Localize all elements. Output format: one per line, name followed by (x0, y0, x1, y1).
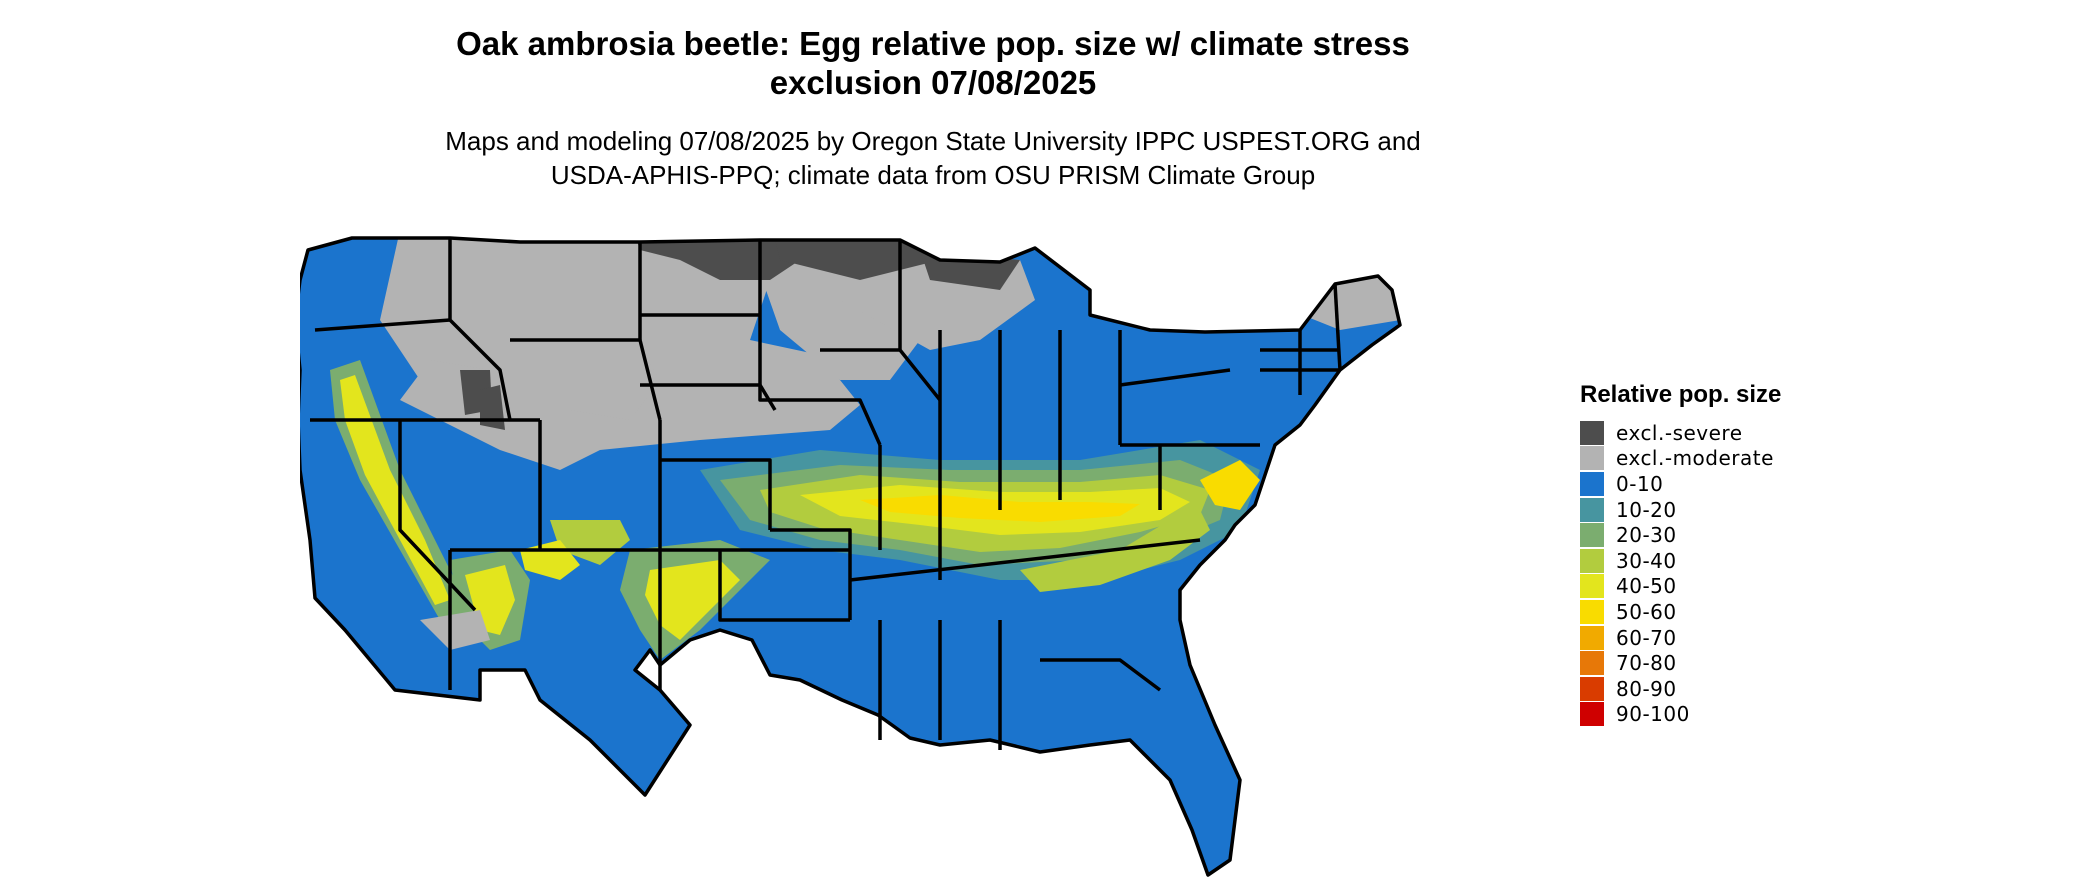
map-subtitle-line-2: USDA-APHIS-PPQ; climate data from OSU PR… (550, 160, 1316, 190)
legend-swatch (1580, 625, 1604, 650)
legend-label: 90-100 (1616, 702, 1690, 727)
state-borders (300, 236, 1402, 877)
legend-label: 20-30 (1616, 523, 1677, 548)
legend-swatch (1580, 574, 1604, 599)
legend-swatch (1580, 702, 1604, 727)
legend-items: excl.-severe excl.-moderate 0-10 10-20 2… (1580, 420, 1880, 727)
legend-label: 30-40 (1616, 548, 1677, 573)
legend-swatch (1580, 446, 1604, 471)
legend-label: 10-20 (1616, 497, 1677, 522)
legend-label: 80-90 (1616, 676, 1677, 701)
legend-label: excl.-severe (1616, 420, 1743, 445)
map-subtitle: Maps and modeling 07/08/2025 by Oregon S… (0, 124, 1866, 192)
legend-swatch (1580, 599, 1604, 624)
legend-swatch (1580, 471, 1604, 496)
legend-item: excl.-severe (1580, 420, 1880, 446)
legend-item: 60-70 (1580, 625, 1880, 651)
legend-swatch (1580, 548, 1604, 573)
map-title: Oak ambrosia beetle: Egg relative pop. s… (0, 24, 1866, 102)
legend-label: 50-60 (1616, 599, 1677, 624)
legend-item: 70-80 (1580, 650, 1880, 676)
legend: Relative pop. size excl.-severe excl.-mo… (1580, 380, 1880, 727)
legend-title: Relative pop. size (1580, 381, 1782, 408)
legend-item: 40-50 (1580, 574, 1880, 600)
legend-item: 20-30 (1580, 522, 1880, 548)
map-title-line-1: Oak ambrosia beetle: Egg relative pop. s… (456, 25, 1410, 62)
legend-item: 90-100 (1580, 702, 1880, 728)
legend-label: 70-80 (1616, 651, 1677, 676)
map-subtitle-line-1: Maps and modeling 07/08/2025 by Oregon S… (445, 126, 1421, 156)
map-fill-layer (300, 238, 1400, 875)
map-title-line-2: exclusion 07/08/2025 (769, 64, 1097, 101)
legend-swatch (1580, 523, 1604, 548)
legend-label: excl.-moderate (1616, 446, 1774, 471)
legend-swatch (1580, 497, 1604, 522)
legend-label: 40-50 (1616, 574, 1677, 599)
legend-swatch (1580, 651, 1604, 676)
legend-label: 60-70 (1616, 625, 1677, 650)
us-map (300, 220, 1560, 890)
legend-item: 80-90 (1580, 676, 1880, 702)
legend-item: 30-40 (1580, 548, 1880, 574)
legend-label: 0-10 (1616, 471, 1664, 496)
legend-item: 0-10 (1580, 471, 1880, 497)
legend-swatch (1580, 676, 1604, 701)
legend-item: 10-20 (1580, 497, 1880, 523)
legend-swatch (1580, 420, 1604, 445)
legend-item: 50-60 (1580, 599, 1880, 625)
legend-item: excl.-moderate (1580, 446, 1880, 472)
us-map-svg (300, 236, 1402, 877)
